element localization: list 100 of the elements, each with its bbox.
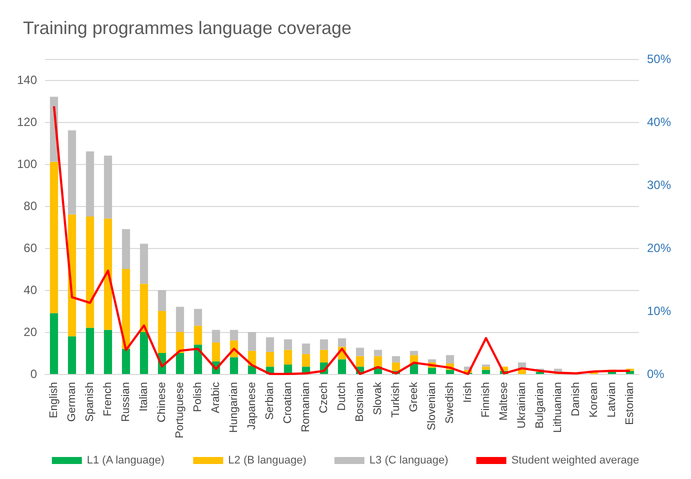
x-tick-label: Slovak xyxy=(372,382,384,416)
x-tick-label: Chinese xyxy=(156,382,168,422)
bar xyxy=(176,353,184,374)
x-tick-label: Danish xyxy=(570,382,582,416)
x-tick-label: Finnish xyxy=(480,382,492,418)
bar xyxy=(320,339,328,350)
y-tick-label: 80 xyxy=(24,199,38,213)
legend-label: L2 (B language) xyxy=(228,454,306,466)
legend-label: Student weighted average xyxy=(511,454,640,466)
bar xyxy=(158,290,166,311)
x-tick-label: Bosnian xyxy=(354,382,366,422)
bar xyxy=(104,330,112,374)
x-tick-label: Latvian xyxy=(606,382,618,418)
y-tick-label: 40 xyxy=(24,283,38,297)
bar xyxy=(86,151,94,216)
bar xyxy=(212,330,220,342)
bar xyxy=(356,356,364,367)
bar xyxy=(302,354,310,367)
x-tick-label: Estonian xyxy=(624,382,636,425)
bar xyxy=(50,162,58,314)
bar xyxy=(374,356,382,367)
bar xyxy=(194,326,202,345)
bar xyxy=(410,350,418,356)
x-tick-label: Portuguese xyxy=(174,382,186,438)
bar xyxy=(392,362,400,371)
x-tick-label: English xyxy=(48,382,60,418)
bar xyxy=(230,330,238,340)
bar xyxy=(302,344,310,354)
bar xyxy=(338,359,346,374)
legend-label: L3 (C language) xyxy=(369,454,448,466)
x-tick-label: Swedish xyxy=(444,382,456,424)
bar xyxy=(212,342,220,362)
bar xyxy=(68,336,76,374)
bar xyxy=(194,344,202,374)
x-tick-label: Croatian xyxy=(282,382,294,424)
x-tick-label: Japanese xyxy=(246,382,258,430)
x-tick-label: Spanish xyxy=(84,382,96,422)
bar xyxy=(392,356,400,362)
x-tick-label: Czech xyxy=(318,382,330,414)
x-tick-label: Serbian xyxy=(264,382,276,420)
bar xyxy=(374,350,382,356)
x-tick-label: Greek xyxy=(408,382,420,412)
bar xyxy=(122,269,130,349)
x-tick-label: Irish xyxy=(462,382,474,403)
bar xyxy=(158,311,166,353)
chart-title: Training programmes language coverage xyxy=(23,18,352,38)
bar xyxy=(320,350,328,362)
bar xyxy=(338,338,346,347)
x-tick-label: Slovenian xyxy=(426,382,438,430)
y-tick-label: 100 xyxy=(16,157,38,171)
bar xyxy=(122,229,130,269)
x-tick-label: Turkish xyxy=(390,382,402,418)
x-tick-label: Hungarian xyxy=(228,382,240,433)
bar xyxy=(230,357,238,374)
bar xyxy=(482,370,490,374)
bar xyxy=(266,337,274,352)
bar xyxy=(446,370,454,374)
y2-tick-label: 20% xyxy=(647,241,672,255)
bar xyxy=(266,352,274,367)
bar xyxy=(104,218,112,330)
legend-label: L1 (A language) xyxy=(86,454,165,466)
bar xyxy=(428,368,436,374)
bar xyxy=(482,366,490,370)
x-tick-label: French xyxy=(102,382,114,416)
bar xyxy=(104,156,112,219)
x-tick-label: Polish xyxy=(192,382,204,412)
bar xyxy=(248,332,256,351)
bar xyxy=(428,359,436,362)
bar xyxy=(50,313,58,374)
y-tick-label: 140 xyxy=(16,73,38,87)
bar xyxy=(140,332,148,374)
y-tick-label: 60 xyxy=(24,241,38,255)
y-tick-label: 120 xyxy=(16,115,38,129)
y-tick-label: 0 xyxy=(30,367,38,381)
bar xyxy=(176,306,184,332)
y2-tick-label: 0% xyxy=(647,367,665,381)
x-tick-label: Russian xyxy=(120,382,132,422)
x-tick-label: Romanian xyxy=(300,382,312,432)
bar xyxy=(356,348,364,356)
y2-tick-label: 10% xyxy=(647,304,672,318)
line-series xyxy=(52,105,632,376)
x-tick-label: Lithuanian xyxy=(552,382,564,433)
x-tick-label: Dutch xyxy=(336,382,348,411)
bar xyxy=(284,339,292,350)
y2-tick-label: 30% xyxy=(647,178,672,192)
x-tick-label: Bulgarian xyxy=(534,382,546,428)
x-tick-label: Ukrainian xyxy=(516,382,528,428)
x-tick-label: German xyxy=(66,382,78,422)
y2-tick-label: 50% xyxy=(647,52,672,66)
y2-tick-label: 40% xyxy=(647,115,672,129)
bar xyxy=(86,328,94,374)
bar xyxy=(68,130,76,214)
bar xyxy=(194,308,202,326)
bar xyxy=(86,216,94,328)
bar xyxy=(140,244,148,284)
bar xyxy=(140,284,148,332)
x-tick-label: Italian xyxy=(138,382,150,412)
x-tick-label: Maltese xyxy=(498,382,510,421)
x-tick-label: Korean xyxy=(588,382,600,418)
bar xyxy=(122,348,130,374)
